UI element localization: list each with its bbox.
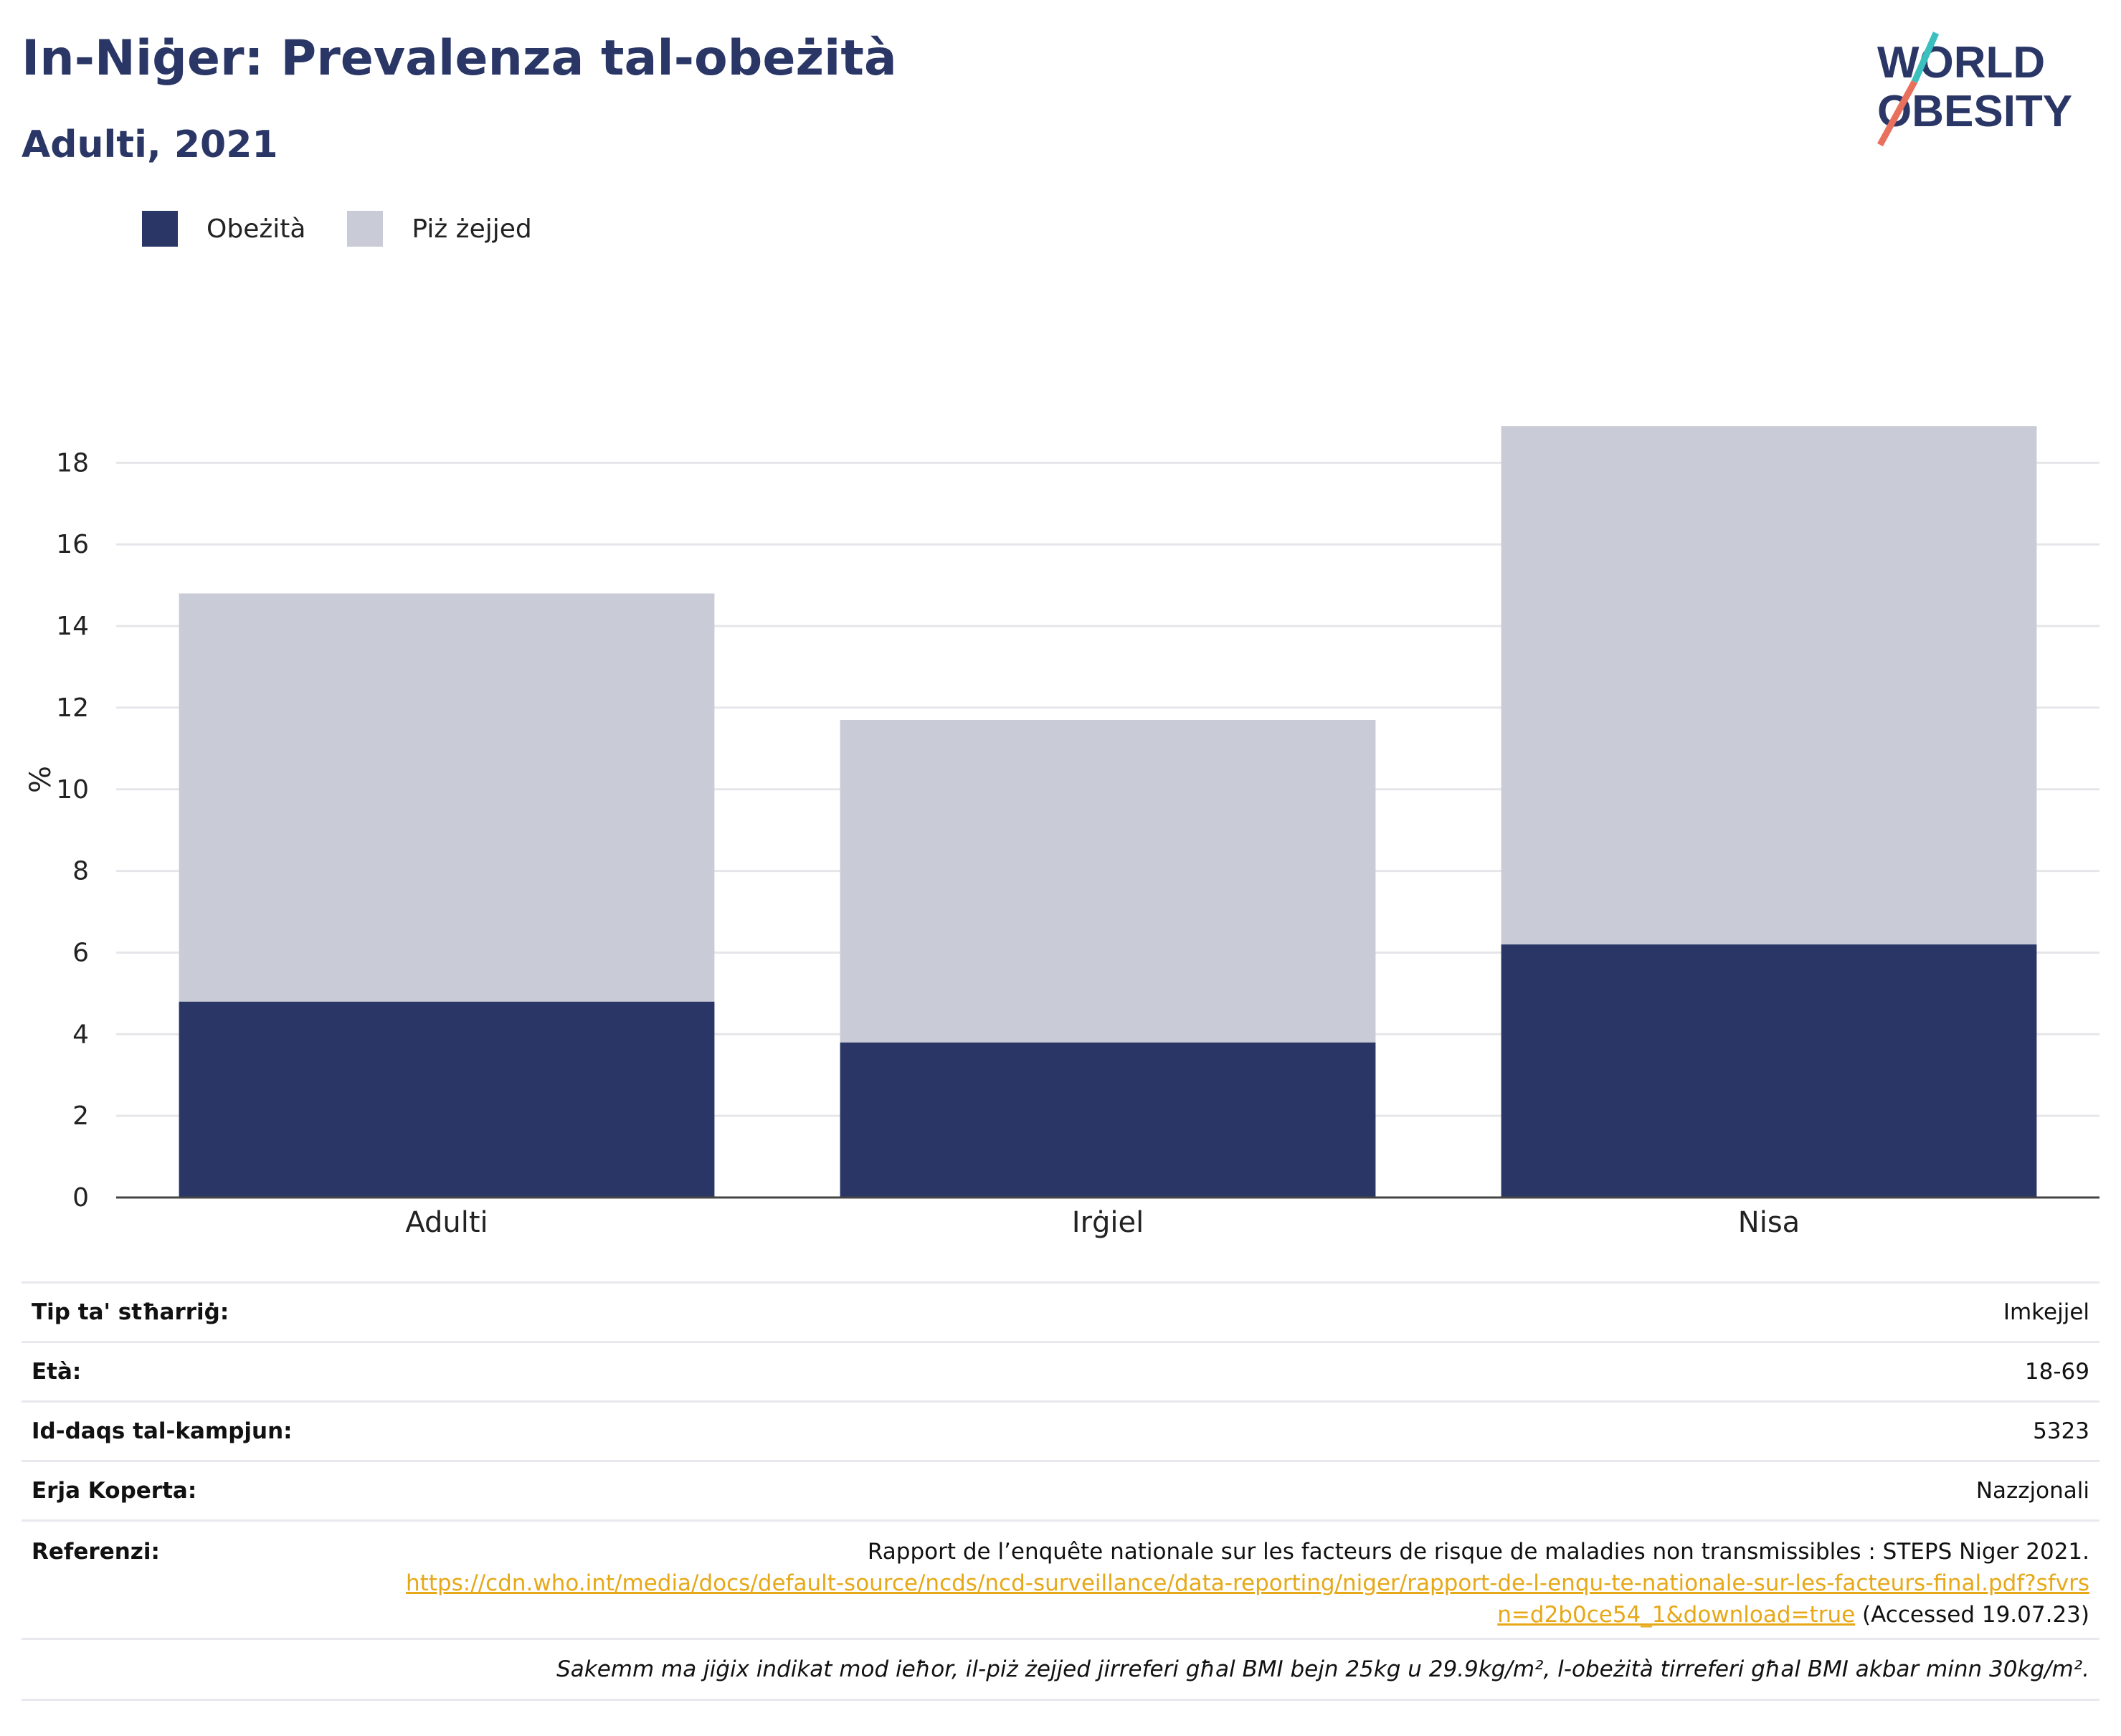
info-row-age: Età: 18-69 (22, 1341, 2099, 1400)
footnote: Sakemm ma jiġix indikat mod ieħor, il-pi… (556, 1656, 2089, 1682)
chart-title: In-Niġer: Prevalenza tal-obeżità (22, 30, 897, 87)
info-row-reference: Referenzi: Rapport de l’enquête national… (22, 1519, 2099, 1638)
bar-overweight-0 (179, 593, 715, 1002)
area-label: Erja Koperta: (32, 1478, 197, 1504)
legend-label-overweight: Piż żejjed (412, 214, 532, 244)
reference-link[interactable]: https://cdn.who.int/media/docs/default-s… (406, 1570, 2089, 1628)
info-row-sample-size: Id-daqs tal-kampjun: 5323 (22, 1400, 2099, 1460)
y-tick-label: 4 (72, 1020, 89, 1049)
age-label: Età: (32, 1359, 82, 1385)
survey-type-label: Tip ta' stħarriġ: (32, 1299, 229, 1325)
info-row-note: Sakemm ma jiġix indikat mod ieħor, il-pi… (22, 1638, 2099, 1701)
age-value: 18-69 (2024, 1359, 2089, 1385)
sample-size-value: 5323 (2033, 1418, 2089, 1444)
bar-obesity-1 (840, 1042, 1376, 1197)
y-tick-label: 18 (56, 448, 89, 478)
y-tick-label: 2 (72, 1101, 89, 1131)
reference-accessed: (Accessed 19.07.23) (1862, 1602, 2089, 1628)
info-table: Tip ta' stħarriġ: Imkejjel Età: 18-69 Id… (22, 1281, 2099, 1701)
y-tick-label: 10 (56, 775, 89, 805)
y-tick-label: 14 (56, 612, 89, 641)
bar-obesity-0 (179, 1001, 715, 1197)
reference-label: Referenzi: (32, 1539, 160, 1565)
survey-type-value: Imkejjel (2003, 1299, 2089, 1325)
logo-line1: WORLD (1877, 38, 2045, 87)
legend: Obeżità Piż żejjed (142, 211, 574, 247)
bar-obesity-2 (1501, 944, 2037, 1197)
y-tick-label: 16 (56, 530, 89, 559)
bar-overweight-2 (1501, 426, 2037, 945)
y-tick-label: 0 (72, 1183, 89, 1213)
legend-label-obesity: Obeżità (207, 214, 306, 244)
x-tick-label: Irġiel (1072, 1206, 1144, 1239)
x-tick-label: Adulti (405, 1206, 488, 1239)
info-row-area: Erja Koperta: Nazzjonali (22, 1460, 2099, 1519)
y-axis-label: % (24, 766, 57, 793)
y-tick-label: 8 (72, 857, 89, 886)
x-tick-label: Nisa (1738, 1206, 1800, 1239)
legend-swatch-obesity (142, 211, 178, 247)
world-obesity-logo: WORLD OBESITY (1877, 32, 2072, 147)
y-tick-label: 12 (56, 693, 89, 723)
bar-overweight-1 (840, 720, 1376, 1043)
bar-chart: 0 2 4 6 8 10 12 14 16 18% Adulti Irġiel Nisa (24, 426, 2099, 1239)
legend-swatch-overweight (347, 211, 384, 247)
reference-value: Rapport de l’enquête nationale sur les f… (404, 1536, 2089, 1631)
sample-size-label: Id-daqs tal-kampjun: (32, 1418, 293, 1444)
reference-text: Rapport de l’enquête nationale sur les f… (867, 1539, 2089, 1565)
info-row-survey-type: Tip ta' stħarriġ: Imkejjel (22, 1281, 2099, 1341)
y-tick-label: 6 (72, 938, 89, 967)
area-value: Nazzjonali (1975, 1478, 2089, 1504)
chart-subtitle: Adulti, 2021 (22, 123, 278, 166)
